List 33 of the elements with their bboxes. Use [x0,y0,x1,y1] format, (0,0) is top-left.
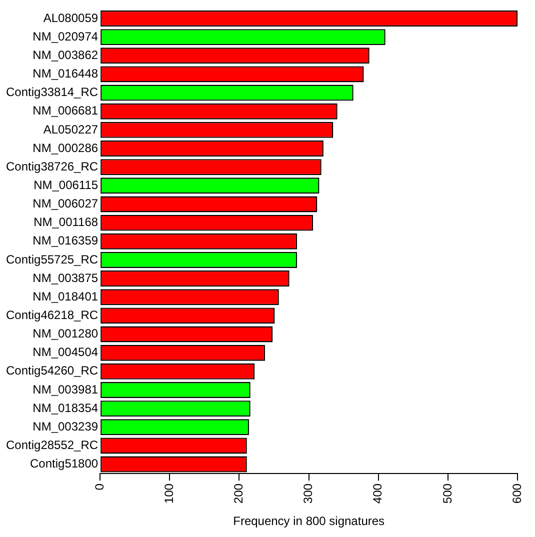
y-tick-label: NM_016448 [32,66,98,81]
y-tick-label: Contig46218_RC [6,308,98,322]
y-tick-label: NM_020974 [32,29,98,44]
y-tick-label: NM_003981 [32,382,98,396]
y-tick-label: NM_018354 [32,400,98,415]
y-tick-label: Contig28552_RC [6,438,98,452]
y-tick-label: NM_016359 [32,234,98,248]
y-tick-label: NM_018401 [32,289,98,304]
y-tick-label: NM_000286 [32,140,98,155]
y-tick-label: AL050227 [43,122,98,136]
y-tick-label: Contig51800 [30,456,98,471]
x-tick-label: 100 [162,483,176,504]
y-tick-label: NM_004504 [32,345,98,360]
x-axis-title: Frequency in 800 signatures [233,514,385,528]
y-tick-label: NM_001280 [32,326,98,341]
x-tick-label: 300 [301,483,316,504]
x-tick-label: 0 [92,483,106,490]
x-tick-label: 600 [510,483,524,504]
y-tick-label: Contig33814_RC [6,85,98,100]
y-tick-label: NM_006027 [32,196,98,211]
x-tick-label: 500 [440,483,454,504]
y-tick-label: NM_003862 [32,48,98,62]
y-tick-label: AL080059 [43,10,98,25]
y-tick-label: NM_006115 [34,178,98,192]
y-tick-label: Contig38726_RC [6,159,98,174]
y-tick-label: Contig55725_RC [6,252,98,266]
y-tick-label: NM_001168 [34,215,98,230]
y-tick-label: NM_006681 [32,104,98,118]
y-tick-label: Contig54260_RC [6,364,98,378]
x-tick-label: 400 [370,483,385,504]
y-tick-label: NM_003239 [32,419,98,434]
x-tick-label: 200 [232,483,246,504]
y-tick-label: NM_003875 [32,270,98,285]
